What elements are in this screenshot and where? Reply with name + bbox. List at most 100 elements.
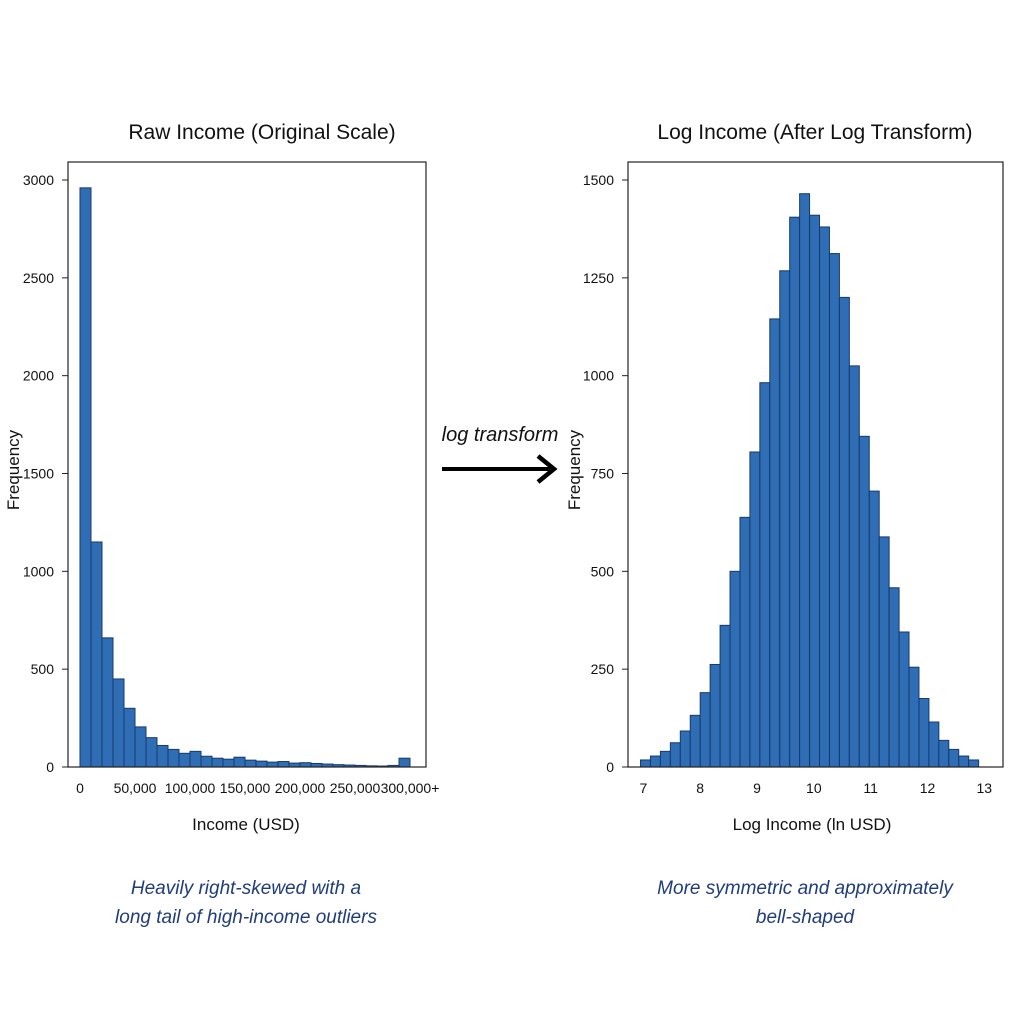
histogram-bar [211, 757, 224, 768]
histogram-bar [640, 759, 651, 768]
histogram-bar [878, 536, 890, 768]
histogram-bar [858, 435, 870, 768]
histogram-bar [898, 631, 910, 768]
histogram-bar [888, 587, 900, 768]
histogram-bar [799, 193, 811, 768]
histogram-bar [938, 739, 950, 768]
y-tick-label: 250 [591, 661, 615, 677]
histogram-bar [759, 382, 771, 768]
histogram-bar [819, 226, 830, 768]
y-tick-label: 1000 [23, 563, 54, 579]
histogram-bar [709, 663, 721, 768]
x-tick-label: 7 [639, 780, 647, 796]
x-ticks: 0 50,000 100,000 150,000 200,000 250,000 300,0… [76, 780, 439, 796]
histogram-bar [789, 216, 801, 768]
x-ticks: 7 8 9 10 11 12 13 [639, 780, 992, 796]
histogram-bar [739, 516, 751, 768]
histogram-bar [189, 750, 202, 768]
bars [640, 193, 980, 768]
histogram-bar [222, 758, 235, 768]
y-ticks: 0 500 1000 1500 2000 2500 3000 [23, 172, 68, 775]
histogram-bar [123, 707, 136, 768]
histogram-bar [749, 451, 761, 768]
histogram-bar [134, 726, 147, 768]
histogram-bar [398, 757, 411, 768]
histogram-bar [79, 187, 92, 768]
x-axis-label: Log Income (ln USD) [733, 815, 892, 834]
x-tick-label: 10 [806, 780, 822, 796]
y-tick-label: 0 [46, 759, 54, 775]
y-tick-label: 750 [591, 466, 615, 482]
histogram-bar [958, 755, 970, 768]
raw-income-panel: Raw Income (Original Scale) Frequency 0 5… [4, 121, 439, 928]
arrow-head-icon [536, 454, 558, 484]
histogram-bar [828, 253, 840, 768]
caption-line-2: long tail of high-income outliers [115, 907, 377, 928]
histogram-bar [167, 748, 180, 768]
transform-arrow: log transform [442, 424, 559, 484]
y-ticks: 0 250 500 750 1000 1250 1500 [583, 172, 628, 775]
chart-title: Log Income (After Log Transform) [657, 121, 972, 144]
histogram-bar [968, 759, 980, 768]
histogram-bar [689, 714, 701, 768]
y-tick-label: 1500 [23, 466, 54, 482]
plot-frame [67, 161, 427, 768]
histogram-bar [178, 752, 191, 768]
histogram-bar [659, 750, 671, 768]
chart-title: Raw Income (Original Scale) [128, 121, 395, 144]
y-tick-label: 2000 [23, 368, 54, 384]
log-income-panel: Log Income (After Log Transform) Frequen… [565, 121, 1004, 928]
x-tick-label: 9 [753, 780, 761, 796]
histogram-bar [769, 318, 781, 768]
histogram-bar [928, 721, 940, 768]
y-tick-label: 500 [31, 661, 55, 677]
y-tick-label: 2500 [23, 270, 54, 286]
histogram-bar [948, 748, 960, 768]
caption-line-2: bell-shaped [756, 907, 856, 928]
histogram-bar [244, 759, 257, 768]
histogram-bar [299, 762, 312, 768]
x-tick-label: 100,000 [165, 780, 216, 796]
y-tick-label: 0 [606, 759, 614, 775]
y-axis-label: Frequency [565, 429, 584, 510]
histogram-bar [679, 730, 691, 768]
y-tick-label: 500 [591, 563, 615, 579]
histogram-bar [112, 678, 125, 768]
histogram-bar [779, 270, 791, 768]
histogram-bar [200, 755, 213, 768]
x-axis-label: Income (USD) [192, 815, 300, 834]
histogram-bar [649, 755, 661, 768]
x-tick-label: 300,000+ [381, 780, 440, 796]
y-tick-label: 1250 [583, 270, 614, 286]
histogram-bar [101, 637, 114, 768]
x-tick-label: 150,000 [220, 780, 271, 796]
histogram-bar [277, 761, 290, 768]
caption-line-1: More symmetric and approximately [657, 878, 954, 899]
y-tick-label: 3000 [23, 172, 54, 188]
histogram-bar [255, 760, 268, 768]
x-tick-label: 50,000 [114, 780, 157, 796]
histogram-bar [266, 761, 279, 768]
x-tick-label: 200,000 [275, 780, 326, 796]
plot-frame [627, 161, 1004, 768]
histogram-bar [868, 490, 880, 768]
x-tick-label: 12 [920, 780, 936, 796]
histogram-bar [233, 756, 246, 768]
histogram-bar [699, 692, 711, 768]
histogram-bar [669, 742, 681, 768]
histogram-bar [145, 737, 158, 768]
histogram-bar [90, 541, 103, 768]
histogram-bar [809, 214, 821, 768]
histogram-bar [719, 624, 731, 768]
bars [79, 187, 411, 768]
arrow-label: log transform [442, 424, 559, 446]
x-tick-label: 8 [696, 780, 704, 796]
histogram-bar [908, 666, 920, 768]
histogram-bar [918, 698, 930, 768]
x-tick-label: 250,000 [330, 780, 381, 796]
histogram-bar [838, 296, 850, 768]
y-tick-label: 1000 [583, 368, 614, 384]
y-tick-label: 1500 [583, 172, 614, 188]
histogram-bar [848, 365, 860, 768]
